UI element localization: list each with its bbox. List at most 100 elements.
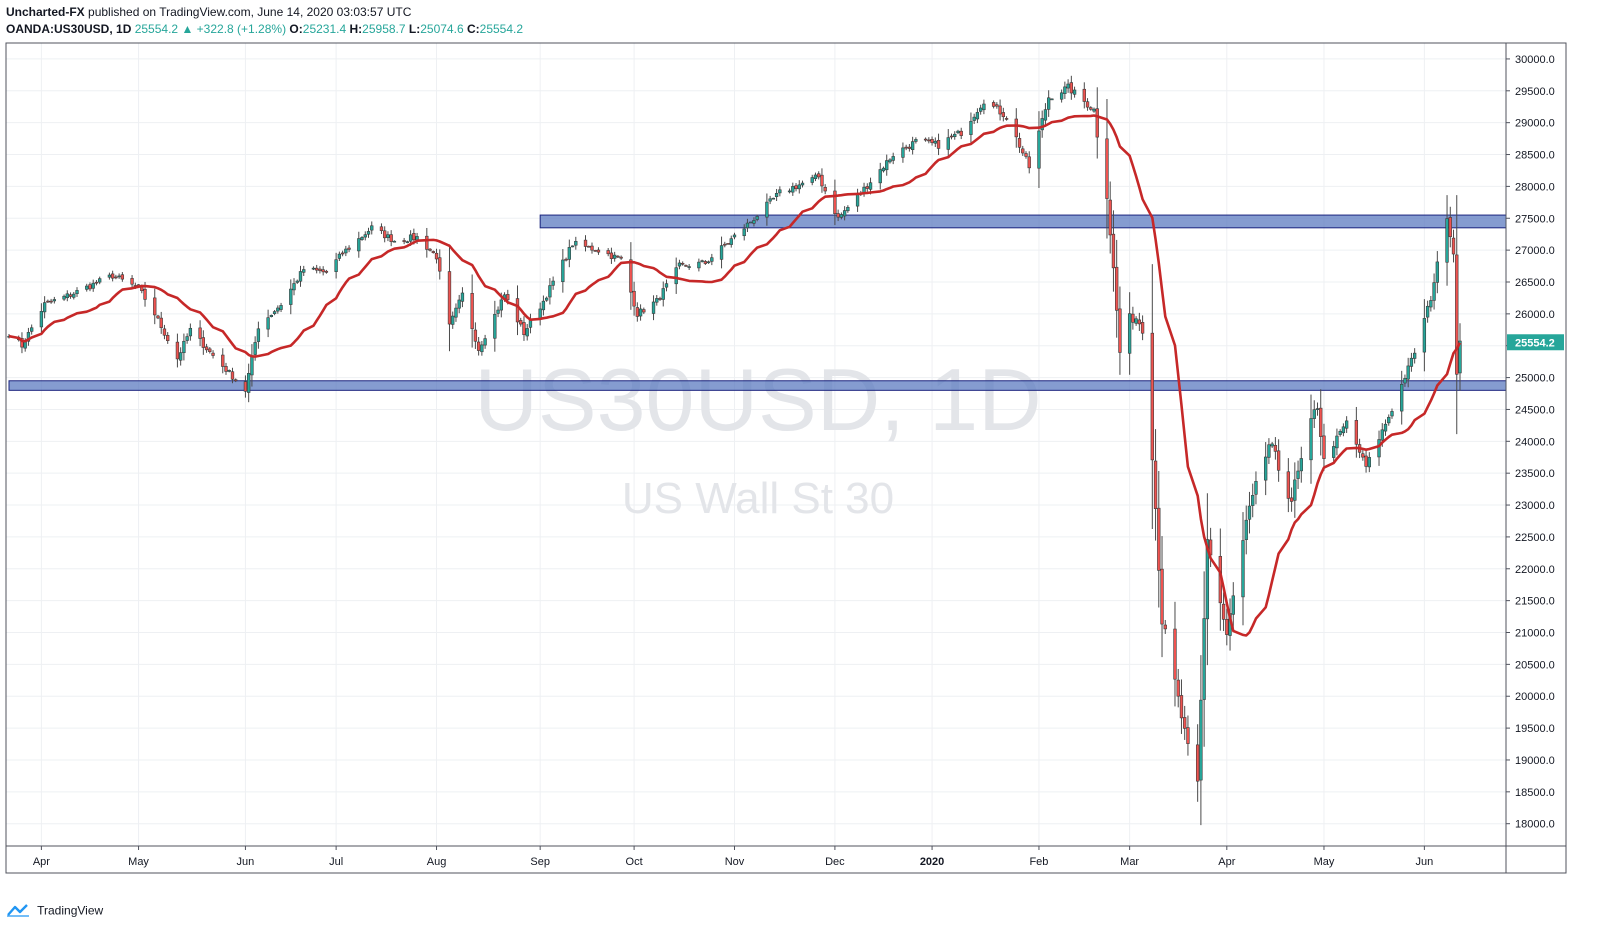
candle-body bbox=[454, 307, 458, 318]
candle-body bbox=[658, 298, 662, 300]
symbol-label[interactable]: OANDA:US30USD, 1D bbox=[6, 22, 132, 36]
candle-body bbox=[85, 285, 89, 290]
candle-body bbox=[438, 257, 442, 272]
candle-body bbox=[525, 328, 529, 337]
y-tick-label: 23500.0 bbox=[1515, 468, 1555, 480]
candle-body bbox=[1406, 365, 1410, 380]
candle-body bbox=[178, 352, 183, 361]
y-tick-label: 30000.0 bbox=[1515, 54, 1555, 66]
candle-body bbox=[1429, 300, 1433, 308]
candle-body bbox=[914, 139, 918, 142]
watermark-symbol: US30USD, 1D bbox=[474, 350, 1041, 449]
candle-body bbox=[1315, 408, 1320, 410]
candle-body bbox=[75, 290, 79, 295]
chart-frame bbox=[5, 42, 1567, 874]
candle-body bbox=[823, 186, 827, 192]
candle-body bbox=[493, 313, 497, 339]
candle-body bbox=[1403, 378, 1407, 384]
candle-body bbox=[901, 147, 905, 158]
candle-body bbox=[1458, 340, 1462, 374]
price-axis[interactable]: 18000.0 18500.0 19000.0 19500.0 20000.0 20500… bbox=[1506, 54, 1555, 831]
candle-body bbox=[710, 257, 714, 262]
candle-body bbox=[1335, 435, 1339, 449]
candle-body bbox=[726, 243, 730, 245]
candle-body bbox=[1115, 266, 1119, 311]
candle-body bbox=[1344, 420, 1349, 429]
candle-body bbox=[1040, 118, 1044, 131]
candle-body bbox=[959, 130, 963, 136]
candle-body bbox=[1254, 481, 1258, 495]
candle-body bbox=[842, 210, 847, 217]
candle-body bbox=[1173, 628, 1177, 680]
candle-body bbox=[1202, 618, 1206, 700]
candle-body bbox=[1131, 313, 1135, 323]
candle-body bbox=[1264, 456, 1268, 481]
candle-body bbox=[311, 267, 316, 270]
watermark: US30USD, 1D US Wall St 30 bbox=[474, 350, 1041, 523]
candle-body bbox=[1140, 322, 1145, 334]
candle-body bbox=[949, 135, 954, 138]
candle-body bbox=[130, 278, 134, 285]
y-tick-label: 24000.0 bbox=[1515, 436, 1555, 448]
candle-body bbox=[729, 238, 733, 245]
candle-body bbox=[800, 182, 805, 186]
candle-body bbox=[732, 234, 737, 238]
candle-body bbox=[1296, 470, 1300, 479]
candle-body bbox=[703, 261, 708, 264]
candle-body bbox=[1390, 411, 1394, 417]
y-tick-label: 18000.0 bbox=[1515, 819, 1555, 831]
candle-body bbox=[334, 259, 338, 272]
candle-body bbox=[797, 184, 801, 190]
tradingview-logo-icon[interactable] bbox=[6, 903, 30, 920]
time-axis[interactable]: Apr May Jun Jul Aug Sep Oct Nov Dec 2020 Feb Mar Apr… bbox=[33, 846, 1433, 868]
candle-body bbox=[587, 245, 591, 248]
candle-body bbox=[298, 271, 303, 282]
candle-body bbox=[1195, 744, 1200, 782]
author-name[interactable]: Uncharted-FX bbox=[6, 5, 85, 19]
last-price-label-text: 25554.2 bbox=[1515, 337, 1555, 349]
candle-body bbox=[752, 220, 756, 224]
candle-body bbox=[473, 329, 478, 342]
candle-body bbox=[153, 297, 157, 316]
candle-body bbox=[276, 307, 280, 312]
candle-body bbox=[817, 173, 821, 178]
x-tick-label: May bbox=[128, 856, 149, 868]
candle-body bbox=[519, 320, 523, 325]
candle-body bbox=[1001, 112, 1005, 118]
outer-frame bbox=[5, 42, 1567, 874]
candle-body bbox=[143, 288, 147, 300]
candle-body bbox=[1157, 507, 1161, 571]
tradingview-brand[interactable]: TradingView bbox=[37, 903, 104, 918]
candle-body bbox=[596, 249, 601, 253]
candle-body bbox=[1024, 153, 1028, 157]
candle-body bbox=[315, 267, 319, 271]
candle-body bbox=[1432, 282, 1436, 301]
candle-body bbox=[1231, 595, 1235, 615]
grid-lines bbox=[6, 43, 1506, 846]
candle-body bbox=[1341, 426, 1346, 434]
candle-body bbox=[156, 315, 160, 319]
candle-body bbox=[923, 138, 928, 141]
published-text: published on TradingView.com, June 14, 2… bbox=[88, 5, 412, 19]
candle-body bbox=[583, 239, 588, 247]
x-tick-label: Aug bbox=[427, 856, 447, 868]
candle-body bbox=[366, 231, 371, 235]
candle-body bbox=[933, 140, 937, 144]
candle-body bbox=[1004, 118, 1009, 120]
candle-body bbox=[515, 298, 520, 323]
zone-box bbox=[539, 214, 1507, 229]
candle-body bbox=[1221, 603, 1226, 620]
candle-body bbox=[120, 274, 125, 280]
candle-body bbox=[269, 314, 274, 317]
candle-body bbox=[1199, 699, 1203, 781]
candle-body bbox=[379, 226, 384, 231]
candle-body bbox=[506, 294, 510, 301]
close-label: C: bbox=[466, 22, 480, 36]
candle-body bbox=[392, 240, 397, 243]
candle-body bbox=[745, 222, 750, 229]
x-tick-label: Apr bbox=[33, 856, 50, 868]
candle-body bbox=[175, 341, 180, 360]
candle-body bbox=[1059, 92, 1064, 100]
candle-body bbox=[324, 270, 329, 273]
